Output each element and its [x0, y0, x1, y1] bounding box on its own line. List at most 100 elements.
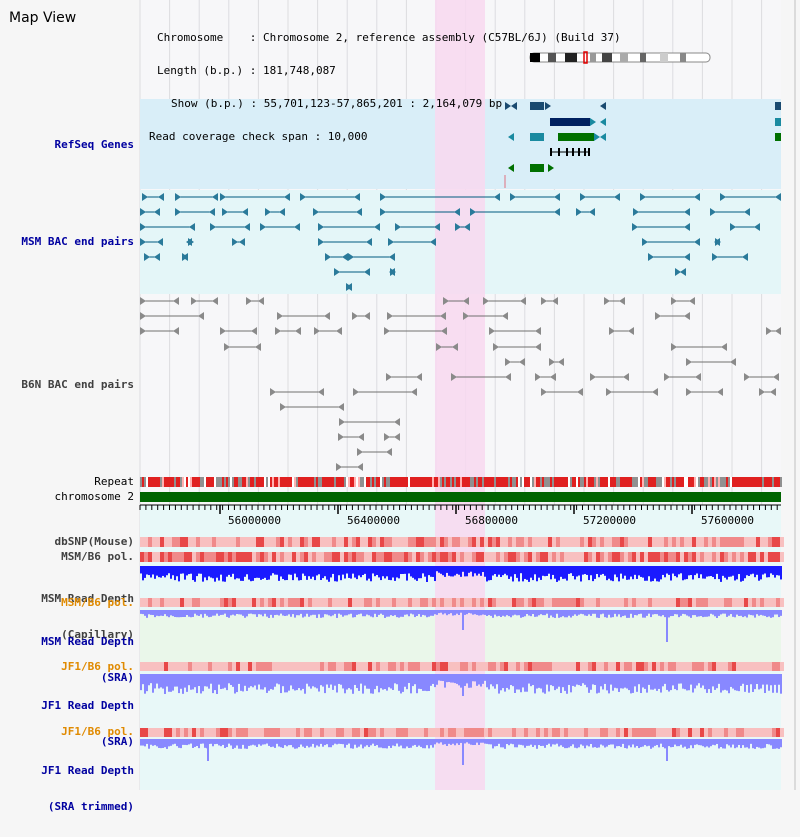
msm-bac-end [265, 208, 271, 216]
b6n-bac-end [770, 388, 776, 396]
repeat-segment [318, 477, 320, 487]
dbsnp-label[interactable]: dbSNP(Mouse) [54, 535, 134, 548]
msm-read-depth-capillary-label[interactable]: MSM Read Depth (Capillary) [41, 569, 134, 665]
msm-bac-end [494, 193, 500, 201]
read-depth-bin [658, 674, 660, 689]
polymorphism-bin [232, 728, 236, 737]
read-depth-bin [216, 674, 218, 694]
read-depth-bin [732, 610, 734, 617]
read-depth-bin [728, 566, 730, 577]
msm-bac-end [633, 208, 639, 216]
read-depth-bin [408, 674, 410, 684]
read-depth-spike [462, 674, 464, 696]
polymorphism-bin [164, 728, 168, 737]
msm-b6-pol-label[interactable]: MSM/B6 pol. [61, 550, 134, 563]
b6n-bac-end [220, 327, 226, 335]
repeat-segment [382, 477, 384, 487]
polymorphism-bin [336, 552, 340, 562]
read-depth-bin [314, 566, 316, 581]
repeat-segment [530, 477, 532, 487]
read-depth-bin [602, 674, 604, 690]
read-depth-bin [190, 610, 192, 618]
polymorphism-bin [656, 662, 660, 671]
read-depth-bin [760, 566, 762, 580]
read-depth-bin [370, 739, 372, 746]
read-depth-bin [176, 566, 178, 577]
polymorphism-bin [592, 537, 596, 547]
read-depth-bin [732, 674, 734, 689]
read-depth-bin [572, 739, 574, 745]
read-depth-bin [194, 566, 196, 582]
read-depth-bin [650, 739, 652, 749]
read-depth-bin [216, 739, 218, 744]
msm-bac-end [389, 253, 395, 261]
b6n-bac-end [552, 297, 558, 305]
msm-read-depth-sra-label[interactable]: MSM Read Depth (SRA) [41, 612, 134, 708]
polymorphism-bin [440, 662, 444, 671]
polymorphism-bin [676, 728, 680, 737]
polymorphism-bin [408, 552, 412, 562]
msm-bac-end [239, 238, 245, 246]
repeat-segment [638, 477, 640, 487]
polymorphism-bin [200, 728, 204, 737]
gene-arrow [594, 133, 600, 141]
repeat-segment [362, 477, 364, 487]
polymorphism-bin [656, 728, 660, 737]
read-depth-bin [428, 610, 430, 617]
msm-bac-end [632, 223, 638, 231]
polymorphism-bin [648, 662, 652, 671]
repeat-segment [494, 477, 496, 487]
msm-b6-pol-sra-label[interactable]: MSM/B6 pol. [61, 596, 134, 609]
msm-bac-label[interactable]: MSM BAC end pairs [21, 235, 134, 248]
polymorphism-bin [424, 662, 428, 671]
jf1-read-depth-trimmed-label[interactable]: JF1 Read Depth (SRA trimmed) [41, 741, 134, 837]
read-depth-bin [468, 674, 470, 688]
polymorphism-bin [372, 662, 376, 671]
b6n-bac-end [258, 297, 264, 305]
read-depth-bin [568, 674, 570, 685]
read-depth-bin [188, 739, 190, 745]
repeat-segment [490, 477, 492, 487]
read-depth-bin [156, 674, 158, 684]
polymorphism-bin [296, 662, 300, 671]
polymorphism-bin [288, 552, 292, 562]
track-canvas[interactable] [0, 0, 800, 790]
read-depth-bin [526, 566, 528, 580]
read-depth-bin [364, 566, 366, 574]
repeat-segment [380, 477, 382, 487]
read-depth-bin [652, 674, 654, 690]
polymorphism-bin [232, 537, 236, 547]
repeat-segment [472, 477, 474, 487]
read-depth-bin [484, 674, 486, 681]
polymorphism-bin [512, 537, 516, 547]
jf1-b6-pol-trimmed-label[interactable]: JF1/B6 pol. [61, 725, 134, 738]
polymorphism-bin [184, 537, 188, 547]
read-depth-bin [294, 674, 296, 691]
b6n-bac-end [280, 403, 286, 411]
jf1-read-depth-sra-label[interactable]: JF1 Read Depth (SRA) [41, 676, 134, 772]
polymorphism-bin [264, 662, 268, 671]
read-depth-bin [410, 739, 412, 748]
jf1-b6-pol-label[interactable]: JF1/B6 pol. [61, 660, 134, 673]
refseq-genes-label[interactable]: RefSeq Genes [54, 138, 134, 151]
read-depth-bin [742, 566, 744, 581]
polymorphism-bin [264, 598, 268, 607]
repeat-segment [298, 477, 300, 487]
polymorphism-bin [636, 728, 640, 737]
polymorphism-bin [620, 662, 624, 671]
polymorphism-bin [160, 552, 164, 562]
read-depth-bin [618, 610, 620, 615]
read-depth-bin [656, 610, 658, 615]
b6n-bac-end [502, 312, 508, 320]
polymorphism-bin [172, 552, 176, 562]
read-depth-bin [332, 674, 334, 690]
repeat-segment [234, 477, 236, 487]
polymorphism-bin [728, 662, 732, 671]
repeat-segment [670, 477, 672, 487]
b6n-bac-label[interactable]: B6N BAC end pairs [21, 378, 134, 391]
repeat-segment [446, 477, 448, 487]
repeat-segment [634, 477, 636, 487]
read-depth-bin [488, 610, 490, 616]
read-depth-bin [258, 566, 260, 578]
read-depth-bin [754, 674, 756, 690]
